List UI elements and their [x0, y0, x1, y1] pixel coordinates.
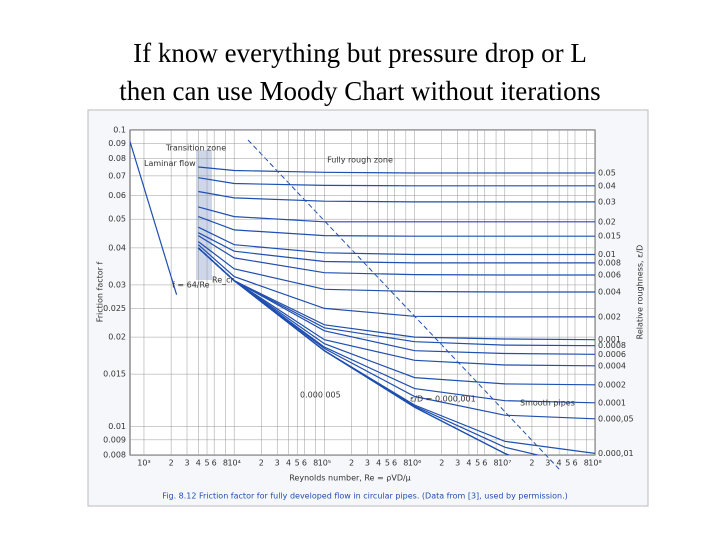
- x-tick-label: 3: [275, 459, 280, 468]
- x-tick-label: 10³: [137, 459, 150, 468]
- series-label: 0.001: [598, 335, 621, 344]
- y-tick-label: 0.07: [108, 171, 126, 180]
- series-label: 0.03: [598, 197, 616, 206]
- y-tick-label: 0.03: [108, 280, 126, 289]
- curve: [198, 166, 595, 174]
- x-tick-label: 6: [572, 459, 577, 468]
- x-axis-label: Reynolds number, Re = ρVD/μ: [289, 474, 411, 483]
- series-label: Laminar flow: [144, 159, 196, 168]
- curve: [197, 247, 510, 455]
- title-line: If know everything but pressure drop or …: [133, 38, 587, 68]
- y-axis-label: Friction factor f: [96, 262, 105, 323]
- y-tick-label: 0.025: [103, 304, 126, 313]
- series-label: 0.0008: [598, 341, 626, 350]
- series-label: 0.01: [598, 250, 616, 259]
- curve: [197, 244, 595, 318]
- curve: [198, 232, 595, 264]
- x-tick-label: 4: [557, 459, 562, 468]
- series-label: Smooth pipes: [520, 399, 575, 408]
- y-tick-label: 0.008: [103, 451, 126, 460]
- x-tick-label: 8: [313, 459, 318, 468]
- y-tick-label: 0.06: [108, 191, 126, 200]
- series-label: 0.0004: [598, 361, 626, 370]
- x-tick-label: 4: [286, 459, 291, 468]
- x-tick-label: 8: [223, 459, 228, 468]
- series-label: ε/D = 0.000,001: [410, 395, 476, 404]
- annotation: Transition zone: [165, 144, 226, 153]
- curve: [198, 216, 595, 237]
- y2-axis-label: Relative roughness, ε/D: [636, 245, 645, 340]
- x-tick-label: 5: [475, 459, 480, 468]
- y-tick-label: 0.09: [108, 139, 126, 148]
- x-tick-label: 10⁷: [498, 459, 511, 468]
- x-tick-label: 8: [584, 459, 589, 468]
- transition-band: [196, 150, 212, 280]
- series-label: 0.04: [598, 181, 616, 190]
- x-tick-label: 5: [385, 459, 390, 468]
- x-tick-label: 5: [204, 459, 209, 468]
- curve: [197, 235, 595, 276]
- y-tick-label: 0.01: [108, 422, 126, 431]
- series-label: 0.05: [598, 168, 616, 177]
- title-line: then can use Moody Chart without iterati…: [119, 76, 601, 106]
- x-tick-label: 2: [259, 459, 264, 468]
- x-tick-label: 3: [455, 459, 460, 468]
- x-tick-label: 6: [212, 459, 217, 468]
- x-tick-label: 6: [302, 459, 307, 468]
- series-label: 0.0006: [598, 350, 626, 359]
- annotation: Re_cr: [212, 276, 235, 285]
- series-label: 0.02: [598, 217, 616, 226]
- series-label: 0.0002: [598, 380, 626, 389]
- series-label: 0.002: [598, 312, 621, 321]
- x-tick-label: 10⁴: [227, 459, 240, 468]
- curve: [130, 141, 178, 295]
- x-tick-label: 8: [494, 459, 499, 468]
- x-tick-label: 2: [169, 459, 174, 468]
- y-tick-label: 0.009: [103, 435, 126, 444]
- x-tick-label: 5: [295, 459, 300, 468]
- x-tick-label: 4: [376, 459, 381, 468]
- x-tick-label: 4: [466, 459, 471, 468]
- x-tick-label: 2: [529, 459, 534, 468]
- series-label: 0.000 005: [300, 391, 341, 400]
- y-tick-label: 0.04: [108, 243, 126, 252]
- x-tick-label: 6: [482, 459, 487, 468]
- y-tick-label: 0.015: [103, 370, 126, 379]
- curve: [197, 241, 595, 293]
- caption: Fig. 8.12 Friction factor for fully deve…: [162, 492, 568, 501]
- curve: [198, 206, 595, 223]
- x-tick-label: 6: [392, 459, 397, 468]
- x-tick-label: 2: [349, 459, 354, 468]
- annotation: Fully rough zone: [327, 156, 393, 165]
- x-tick-label: 8: [403, 459, 408, 468]
- x-tick-label: 10⁶: [408, 459, 421, 468]
- series-label: 0.0001: [598, 398, 626, 407]
- y-tick-label: 0.1: [113, 126, 126, 135]
- y-tick-label: 0.02: [108, 333, 126, 342]
- y-tick-label: 0.08: [108, 154, 126, 163]
- x-tick-label: 2: [439, 459, 444, 468]
- annotation: f = 64/Re: [172, 281, 210, 290]
- series-label: 0.004: [598, 287, 621, 296]
- series-label: 0.000,05: [598, 414, 634, 423]
- curve: [198, 177, 595, 187]
- x-tick-label: 3: [365, 459, 370, 468]
- curve: [198, 190, 595, 203]
- x-tick-label: 10⁵: [318, 459, 331, 468]
- series-label: 0.015: [598, 232, 621, 241]
- x-tick-label: 10⁸: [588, 459, 601, 468]
- series-label: 0.008: [598, 258, 621, 267]
- x-tick-label: 5: [565, 459, 570, 468]
- x-tick-label: 3: [184, 459, 189, 468]
- curve: [198, 226, 595, 256]
- x-tick-label: 3: [545, 459, 550, 468]
- series-label: 0.000,01: [598, 449, 634, 458]
- series-label: 0.006: [598, 271, 621, 280]
- x-tick-label: 4: [196, 459, 201, 468]
- y-tick-label: 0.05: [108, 215, 126, 224]
